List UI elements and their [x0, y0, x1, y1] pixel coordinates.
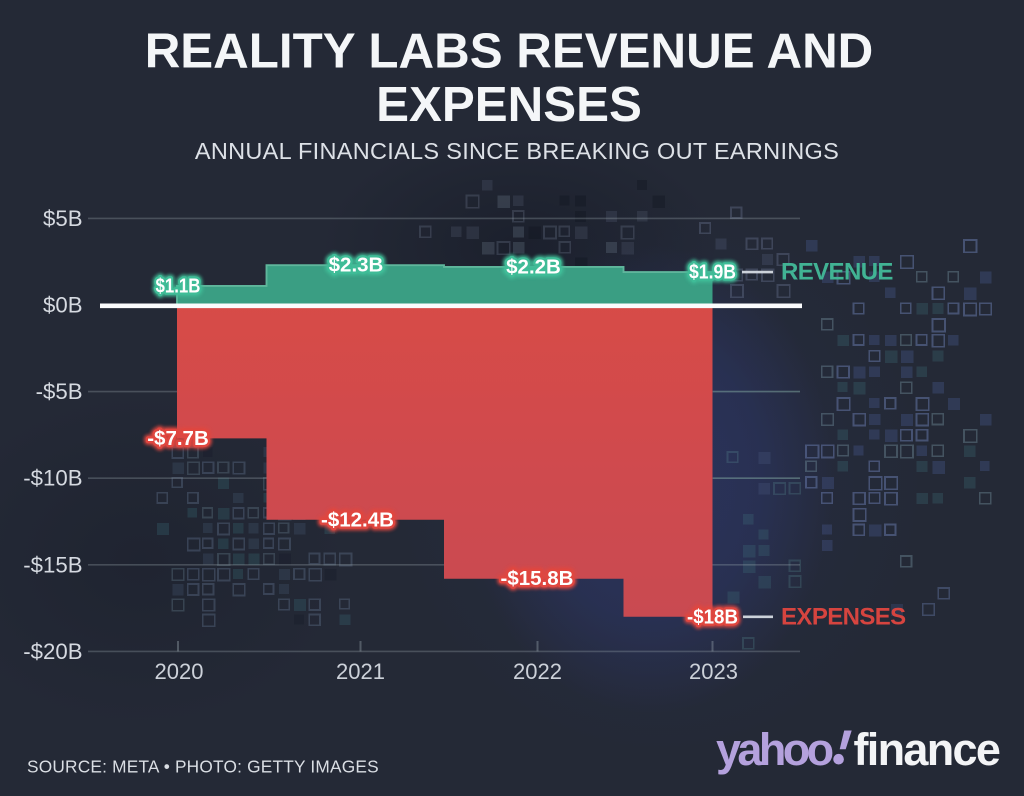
svg-text:EXPENSES: EXPENSES: [376, 77, 642, 132]
svg-text:-$7.7B: -$7.7B: [147, 427, 209, 450]
svg-text:-$15.8B: -$15.8B: [501, 567, 574, 590]
svg-text:ANNUAL FINANCIALS SINCE BREAKI: ANNUAL FINANCIALS SINCE BREAKING OUT EAR…: [195, 138, 839, 164]
svg-text:REVENUE: REVENUE: [781, 259, 893, 286]
svg-text:2022: 2022: [513, 659, 562, 684]
svg-text:finance: finance: [854, 724, 1000, 775]
svg-text:$1.9B: $1.9B: [689, 261, 736, 284]
svg-text:$5B: $5B: [43, 206, 82, 231]
svg-text:SOURCE: META • PHOTO: GETTY IM: SOURCE: META • PHOTO: GETTY IMAGES: [27, 757, 379, 777]
svg-text:-$5B: -$5B: [36, 379, 83, 404]
svg-text:-$12.4B: -$12.4B: [321, 508, 394, 531]
svg-text:-$20B: -$20B: [23, 639, 82, 664]
svg-text:$1.1B: $1.1B: [156, 274, 201, 297]
svg-text:-$7.7B: -$7.7B: [147, 427, 209, 450]
svg-text:EXPENSES: EXPENSES: [781, 603, 906, 630]
svg-text:-$12.4B: -$12.4B: [321, 508, 394, 531]
svg-text:-$10B: -$10B: [23, 466, 82, 491]
svg-text:-$18B: -$18B: [687, 605, 738, 628]
svg-text:$1.1B: $1.1B: [156, 274, 201, 297]
svg-text:2020: 2020: [155, 659, 204, 684]
svg-text:-$15B: -$15B: [23, 552, 82, 577]
svg-text:-$18B: -$18B: [687, 605, 738, 628]
svg-text:2023: 2023: [689, 659, 738, 684]
svg-text:REALITY LABS REVENUE AND: REALITY LABS REVENUE AND: [145, 24, 874, 79]
svg-text:$0B: $0B: [43, 293, 82, 318]
svg-text:$2.2B: $2.2B: [506, 255, 561, 278]
svg-text:$1.9B: $1.9B: [689, 261, 736, 284]
svg-text:2021: 2021: [336, 659, 385, 684]
svg-text:$2.3B: $2.3B: [329, 254, 384, 277]
svg-text:-$15.8B: -$15.8B: [501, 567, 574, 590]
svg-text:yahoo: yahoo: [716, 724, 833, 775]
svg-text:$2.3B: $2.3B: [329, 254, 384, 277]
svg-text:$2.2B: $2.2B: [506, 255, 561, 278]
